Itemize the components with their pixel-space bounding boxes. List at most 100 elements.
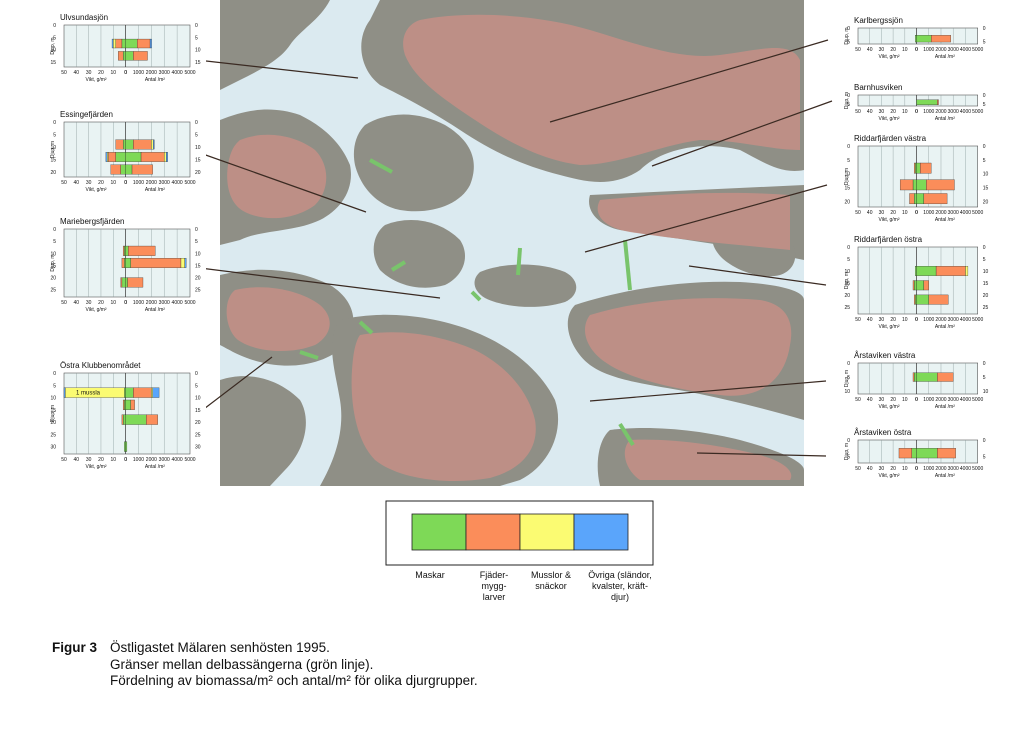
depth-tick-label-left: 5 [53, 383, 56, 389]
count-axis-label: Antal /m² [145, 187, 165, 193]
count-bar-segment [164, 152, 167, 162]
weight-tick-label: 0 [915, 109, 918, 115]
depth-axis-label: Djup, m [50, 141, 56, 158]
weight-bar-segment [915, 294, 917, 305]
weight-tick-label: 10 [902, 210, 908, 216]
legend-label-musslor: Musslor & snäckor [530, 570, 571, 591]
weight-tick-label: 50 [855, 466, 861, 472]
depth-tick-label-right: 10 [195, 48, 201, 54]
weight-tick-label: 20 [890, 47, 896, 53]
weight-tick-label: 50 [855, 317, 861, 323]
weight-bar-segment [914, 294, 916, 305]
count-bar-segment [125, 277, 128, 288]
weight-axis-label: Vikt, g/m² [878, 404, 899, 410]
count-tick-label: 1000 [923, 397, 934, 403]
weight-bar-segment [122, 139, 126, 150]
weight-tick-label: 40 [867, 210, 873, 216]
weight-tick-label: 40 [867, 397, 873, 403]
count-bar-segment [125, 387, 134, 398]
leader-line [199, 152, 367, 213]
basin-boundary-line [369, 158, 393, 174]
count-bar-segment [125, 441, 128, 452]
weight-tick-label: 50 [61, 70, 67, 76]
weight-tick-label: 10 [902, 466, 908, 472]
count-tick-label: 4000 [960, 397, 971, 403]
count-bar-segment [923, 280, 929, 291]
depth-tick-label-left: 5 [53, 35, 56, 41]
legend-swatch [573, 513, 629, 551]
count-bar-segment [916, 162, 921, 174]
depth-tick-label-left: 10 [50, 48, 56, 54]
count-tick-label: 0 [915, 210, 918, 216]
depth-tick-label-right: 5 [983, 102, 986, 108]
weight-tick-label: 10 [902, 109, 908, 115]
weight-bar-segment [120, 277, 123, 288]
depth-tick-label-left: 20 [844, 199, 850, 205]
count-tick-label: 3000 [159, 457, 170, 463]
land-area [373, 220, 465, 288]
count-tick-label: 0 [124, 300, 127, 306]
count-bar-segment [923, 193, 948, 205]
panel-chart: Ulvsundasjön 0 0 5 5 10 10 15 15 Djup, m 50 40 30 20 1… [50, 9, 206, 96]
weight-bar-segment [124, 387, 126, 398]
depth-tick-label-right: 5 [195, 239, 198, 245]
depth-tick-label-left: 5 [53, 133, 56, 139]
count-tick-label: 3000 [948, 47, 959, 53]
depth-tick-label-right: 10 [195, 145, 201, 151]
depth-tick-label-left: 0 [847, 245, 850, 251]
weight-bar-segment [122, 399, 125, 410]
weight-bar-segment [63, 387, 66, 398]
count-tick-label: 4000 [960, 109, 971, 115]
count-bar-segment [180, 258, 185, 268]
weight-tick-label: 50 [855, 397, 861, 403]
depth-tick-label-right: 5 [983, 158, 986, 164]
count-bar-segment [916, 266, 937, 276]
depth-tick-label-left: 25 [844, 305, 850, 311]
depth-tick-label-right: 20 [195, 170, 201, 176]
leader-line [195, 356, 273, 416]
plot-area [63, 372, 191, 455]
weight-bar-segment [909, 193, 915, 205]
weight-tick-label: 0 [124, 180, 127, 186]
count-tick-label: 1000 [923, 210, 934, 216]
count-tick-label: 5000 [184, 457, 195, 463]
leader-line [205, 60, 359, 79]
weight-tick-label: 20 [890, 317, 896, 323]
depth-tick-label-left: 15 [844, 186, 850, 192]
weight-tick-label: 40 [867, 466, 873, 472]
weight-tick-label: 40 [74, 70, 80, 76]
count-axis-label: Antal /m² [935, 404, 955, 410]
panel-title: Riddarfjärden västra [854, 134, 927, 143]
panel-background [844, 79, 993, 135]
urban-area [226, 287, 330, 352]
count-bar-segment [926, 179, 955, 191]
count-tick-label: 0 [915, 317, 918, 323]
urban-area [624, 439, 792, 480]
weight-bar-segment [121, 414, 124, 425]
land-area [474, 264, 577, 307]
depth-tick-label-right: 15 [195, 263, 201, 269]
count-bar-segment [125, 414, 147, 425]
weight-tick-label: 40 [74, 300, 80, 306]
weight-bar-segment [914, 162, 916, 174]
weight-bar-segment [106, 152, 109, 162]
weight-tick-label: 0 [124, 300, 127, 306]
depth-tick-label-right: 20 [983, 199, 989, 205]
weight-tick-label: 30 [879, 317, 885, 323]
depth-tick-label-right: 0 [983, 144, 986, 150]
depth-tick-label-right: 30 [195, 445, 201, 451]
depth-tick-label-left: 30 [50, 445, 56, 451]
weight-tick-label: 30 [86, 300, 92, 306]
basin-boundary-line [299, 350, 319, 360]
legend-label-fjadermygglarver: Fjäder- mygg- larver [479, 570, 509, 602]
weight-axis-label: Vikt, g/m² [86, 187, 107, 193]
count-bar-segment [149, 38, 152, 49]
count-tick-label: 5000 [972, 47, 983, 53]
weight-bar-segment [121, 38, 126, 49]
weight-tick-label: 40 [867, 109, 873, 115]
count-bar-segment [125, 258, 131, 268]
count-bar-segment [125, 245, 129, 256]
count-tick-label: 3000 [159, 70, 170, 76]
count-bar-segment [125, 164, 133, 175]
